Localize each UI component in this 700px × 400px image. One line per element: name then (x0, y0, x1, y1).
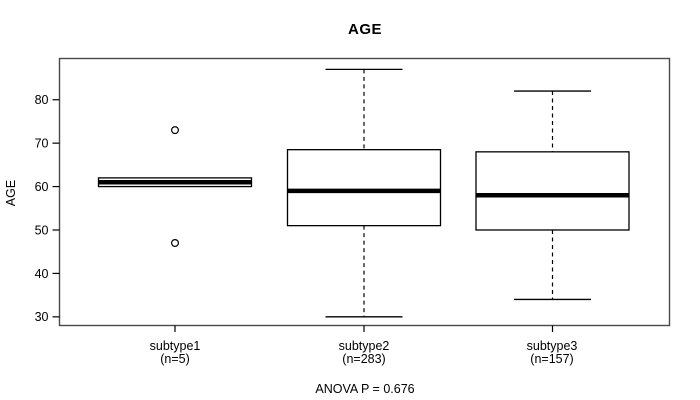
y-tick-label: 40 (35, 267, 49, 281)
outlier-point (171, 126, 180, 135)
group-label: subtype2 (338, 339, 390, 353)
chart-title: AGE (347, 21, 382, 38)
box (475, 151, 630, 231)
x-tick-label-subtype2: subtype2 (n=283) (284, 340, 444, 366)
y-tick-label: 60 (35, 180, 49, 194)
y-tick-label: 80 (35, 93, 49, 107)
group-n-label: (n=157) (530, 352, 574, 366)
group-n-label: (n=283) (342, 352, 386, 366)
group-n-label: (n=5) (160, 352, 190, 366)
y-tick-label: 70 (35, 137, 49, 151)
y-tick-label: 30 (35, 310, 49, 324)
x-tick-label-subtype1: subtype1 (n=5) (95, 340, 255, 366)
anova-annotation: ANOVA P = 0.676 (315, 382, 415, 396)
x-tick-label-subtype3: subtype3 (n=157) (472, 340, 632, 366)
group-label: subtype1 (149, 339, 201, 353)
box (286, 149, 442, 227)
y-tick-label: 50 (35, 223, 49, 237)
group-label: subtype3 (526, 339, 578, 353)
outlier-point (171, 239, 180, 248)
